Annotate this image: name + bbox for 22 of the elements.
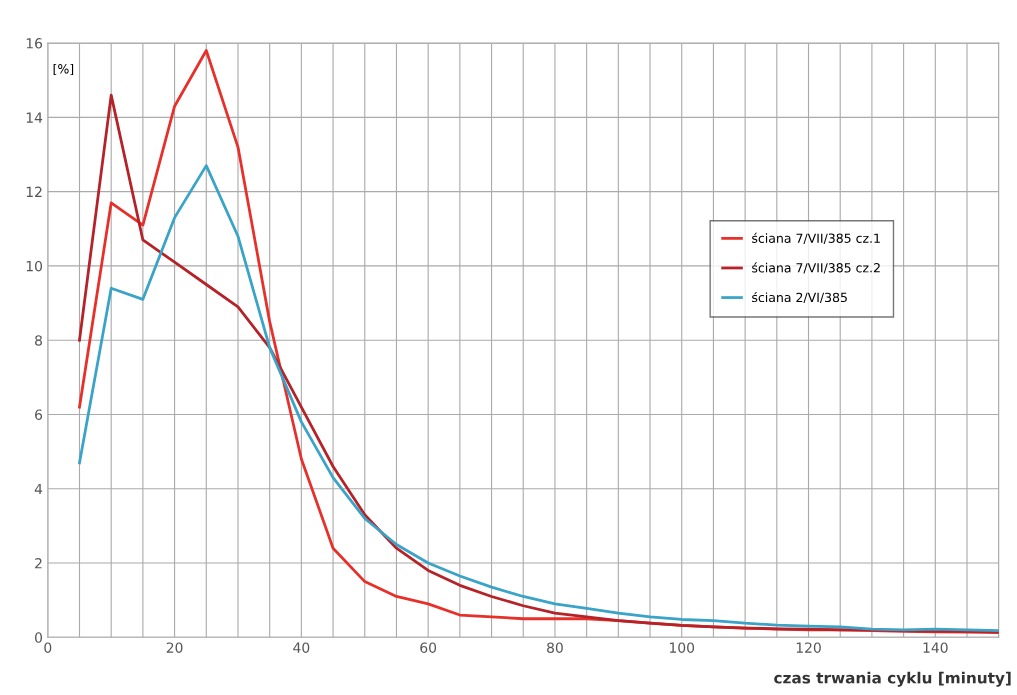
x-tick-label: 60: [420, 642, 437, 653]
y-tick-label: 6: [35, 409, 43, 420]
x-tick-label: 100: [670, 642, 695, 653]
legend-label: ściana 7/VII/385 cz.2: [752, 262, 880, 274]
y-tick-label: 4: [34, 483, 43, 495]
x-tick-label: 140: [923, 642, 948, 653]
y-tick-label: 10: [26, 260, 43, 272]
y-tick-label: 0: [35, 632, 43, 643]
legend-label: ściana 2/VI/385: [752, 291, 847, 304]
y-tick-label: 12: [26, 186, 42, 197]
x-tick-label: 120: [796, 642, 821, 653]
legend-label: ściana 7/VII/385 cz.1: [752, 232, 880, 244]
y-tick-label: 14: [26, 112, 43, 123]
x-axis-title: czas trwania cyklu [minuty]: [774, 671, 1011, 687]
y-tick-label: 8: [35, 335, 42, 346]
x-tick-label: 20: [166, 642, 183, 653]
x-tick-label: 40: [293, 642, 310, 653]
y-axis-title: [%]: [53, 63, 74, 76]
x-tick-label: 80: [547, 642, 563, 653]
y-tick-label: 2: [35, 558, 42, 569]
x-tick-label: 0: [44, 642, 52, 653]
y-tick-label: 16: [26, 38, 43, 49]
